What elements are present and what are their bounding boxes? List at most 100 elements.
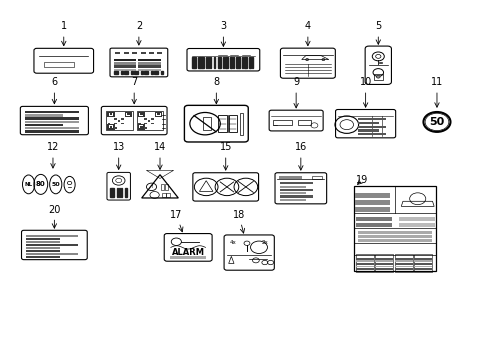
Text: 4x: 4x [229, 240, 236, 245]
Bar [114, 127, 117, 129]
Bar [25, 130, 79, 132]
Bar [161, 193, 165, 197]
Bar [353, 186, 435, 271]
Bar [355, 268, 373, 270]
Bar [242, 57, 243, 68]
Bar [26, 253, 78, 255]
Bar [250, 57, 251, 68]
Bar [394, 261, 412, 262]
Bar [140, 126, 142, 128]
Bar [218, 57, 219, 68]
Text: 15: 15 [219, 142, 231, 170]
Bar [124, 112, 132, 117]
Bar [26, 244, 78, 246]
Text: 5: 5 [374, 21, 381, 44]
Bar [138, 59, 161, 61]
Bar [26, 240, 60, 243]
Bar [413, 254, 431, 273]
Bar [109, 113, 113, 116]
Bar [223, 57, 224, 68]
Bar [279, 182, 312, 184]
Bar [25, 117, 79, 120]
Bar [297, 120, 311, 125]
Text: 50: 50 [428, 117, 444, 127]
Bar [25, 124, 63, 126]
Bar [207, 57, 209, 68]
Bar [357, 126, 385, 128]
Bar [26, 256, 60, 258]
Bar [220, 57, 221, 68]
Bar [138, 66, 161, 68]
Bar [139, 113, 143, 116]
Text: 1: 1 [61, 21, 67, 46]
Bar [107, 112, 115, 117]
Bar [202, 57, 203, 68]
Bar [279, 195, 312, 198]
Bar [116, 188, 118, 197]
Bar [118, 120, 120, 122]
Bar [161, 71, 163, 75]
Bar [279, 192, 305, 194]
Bar [110, 126, 112, 128]
Bar [226, 57, 227, 68]
Bar [165, 193, 170, 197]
Text: 12: 12 [47, 142, 59, 168]
Text: NL: NL [24, 182, 33, 187]
Bar [131, 71, 133, 75]
Bar [110, 188, 112, 197]
Bar [123, 71, 125, 75]
Bar [144, 122, 147, 125]
Bar [123, 53, 128, 54]
Text: 13: 13 [112, 142, 124, 169]
Bar [213, 57, 215, 68]
Bar [413, 261, 431, 262]
Bar [394, 268, 412, 270]
Bar [107, 124, 115, 130]
Bar [413, 263, 431, 265]
Bar [161, 184, 164, 190]
Bar [354, 207, 389, 212]
Text: 17: 17 [170, 210, 183, 232]
Bar [357, 133, 385, 135]
Bar [357, 231, 431, 234]
Bar [357, 122, 378, 124]
Bar [144, 118, 147, 120]
Bar [125, 188, 126, 197]
Bar [355, 254, 373, 273]
Bar [375, 266, 392, 267]
Text: 50: 50 [51, 182, 60, 187]
Bar [232, 57, 233, 68]
Text: 80: 80 [36, 181, 45, 188]
Bar [156, 71, 158, 75]
Bar [194, 57, 195, 68]
Bar [240, 113, 243, 135]
Bar [355, 263, 373, 265]
Text: 10: 10 [359, 77, 371, 107]
Bar [137, 124, 144, 130]
Bar [248, 57, 249, 68]
Bar [375, 263, 392, 265]
Bar [126, 113, 130, 116]
Bar [357, 129, 378, 131]
Bar [311, 176, 322, 179]
Bar [413, 268, 431, 270]
Bar [138, 69, 161, 71]
Text: !: ! [150, 184, 153, 189]
Bar [25, 127, 79, 130]
Bar [164, 184, 167, 190]
Bar [114, 62, 136, 64]
Bar [139, 125, 143, 129]
Bar [134, 71, 136, 75]
Bar [116, 71, 118, 75]
Bar [357, 239, 431, 242]
Bar [112, 188, 114, 197]
Bar [209, 57, 211, 68]
Bar [114, 66, 136, 68]
Bar [170, 256, 206, 259]
Bar [272, 120, 291, 125]
Bar [126, 71, 128, 75]
Bar [251, 57, 252, 68]
Text: 2x: 2x [261, 240, 267, 245]
Bar [109, 125, 113, 129]
Bar [132, 53, 137, 54]
